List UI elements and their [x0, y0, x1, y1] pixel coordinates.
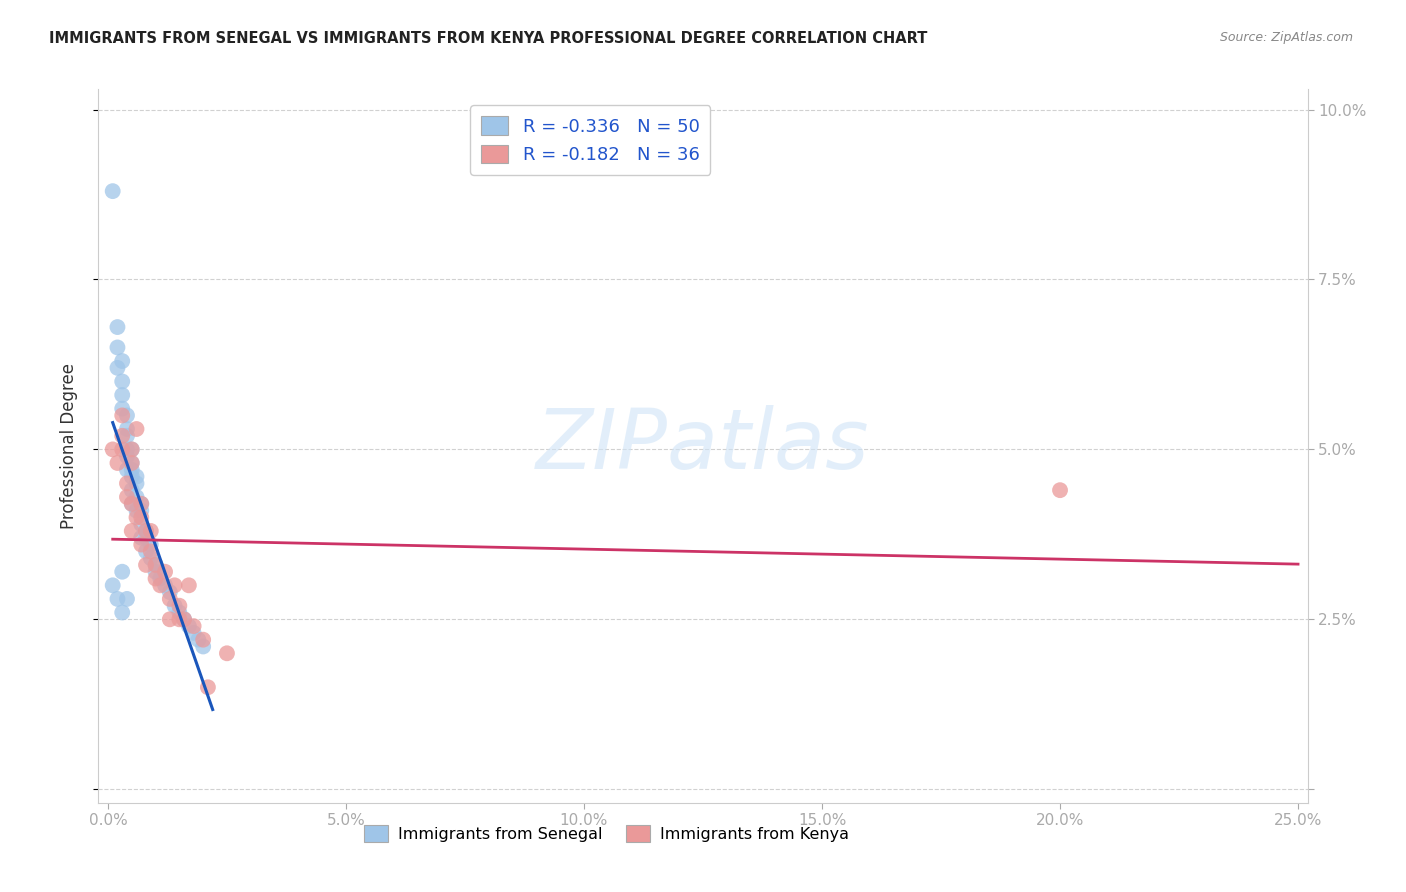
Point	[191, 632, 214, 647]
Point	[111, 429, 134, 443]
Point	[111, 442, 134, 457]
Point	[145, 572, 167, 586]
Point	[115, 490, 138, 504]
Point	[139, 544, 162, 558]
Point	[111, 409, 134, 423]
Point	[159, 591, 181, 606]
Point	[101, 184, 124, 198]
Point	[125, 490, 148, 504]
Point	[149, 572, 172, 586]
Text: Source: ZipAtlas.com: Source: ZipAtlas.com	[1219, 31, 1353, 45]
Point	[183, 619, 205, 633]
Point	[215, 646, 238, 660]
Point	[115, 449, 138, 463]
Point	[177, 578, 200, 592]
Point	[153, 578, 176, 592]
Point	[111, 375, 134, 389]
Point	[121, 463, 143, 477]
Point	[135, 524, 157, 538]
Point	[135, 524, 157, 538]
Point	[129, 503, 152, 517]
Point	[145, 565, 167, 579]
Point	[115, 476, 138, 491]
Point	[169, 599, 191, 613]
Point	[139, 524, 162, 538]
Point	[129, 497, 152, 511]
Point	[121, 469, 143, 483]
Point	[125, 503, 148, 517]
Legend: Immigrants from Senegal, Immigrants from Kenya: Immigrants from Senegal, Immigrants from…	[357, 819, 855, 848]
Point	[159, 585, 181, 599]
Point	[169, 606, 191, 620]
Text: ZIPatlas: ZIPatlas	[536, 406, 870, 486]
Point	[125, 476, 148, 491]
Point	[101, 442, 124, 457]
Point	[107, 591, 129, 606]
Point	[111, 565, 134, 579]
Point	[121, 483, 143, 498]
Point	[177, 619, 200, 633]
Text: IMMIGRANTS FROM SENEGAL VS IMMIGRANTS FROM KENYA PROFESSIONAL DEGREE CORRELATION: IMMIGRANTS FROM SENEGAL VS IMMIGRANTS FR…	[49, 31, 928, 46]
Point	[115, 442, 138, 457]
Point	[121, 497, 143, 511]
Point	[169, 612, 191, 626]
Point	[139, 551, 162, 566]
Point	[159, 612, 181, 626]
Point	[163, 578, 186, 592]
Point	[129, 510, 152, 524]
Point	[107, 360, 129, 375]
Point	[111, 606, 134, 620]
Point	[125, 422, 148, 436]
Point	[107, 456, 129, 470]
Point	[121, 456, 143, 470]
Point	[187, 632, 209, 647]
Point	[139, 537, 162, 551]
Point	[135, 531, 157, 545]
Point	[101, 578, 124, 592]
Point	[173, 612, 195, 626]
Point	[111, 388, 134, 402]
Point	[121, 497, 143, 511]
Point	[197, 680, 219, 694]
Point	[115, 422, 138, 436]
Point	[145, 558, 167, 572]
Point	[121, 456, 143, 470]
Point	[191, 640, 214, 654]
Point	[135, 544, 157, 558]
Point	[111, 354, 134, 368]
Point	[115, 463, 138, 477]
Point	[183, 626, 205, 640]
Point	[1049, 483, 1071, 498]
Point	[111, 401, 134, 416]
Point	[121, 442, 143, 457]
Point	[173, 612, 195, 626]
Point	[115, 429, 138, 443]
Point	[107, 341, 129, 355]
Point	[129, 531, 152, 545]
Point	[115, 591, 138, 606]
Point	[107, 320, 129, 334]
Point	[129, 497, 152, 511]
Point	[153, 565, 176, 579]
Point	[121, 442, 143, 457]
Point	[129, 517, 152, 532]
Y-axis label: Professional Degree: Professional Degree	[59, 363, 77, 529]
Point	[121, 524, 143, 538]
Point	[149, 578, 172, 592]
Point	[145, 558, 167, 572]
Point	[115, 409, 138, 423]
Point	[163, 599, 186, 613]
Point	[125, 469, 148, 483]
Point	[125, 510, 148, 524]
Point	[129, 537, 152, 551]
Point	[135, 558, 157, 572]
